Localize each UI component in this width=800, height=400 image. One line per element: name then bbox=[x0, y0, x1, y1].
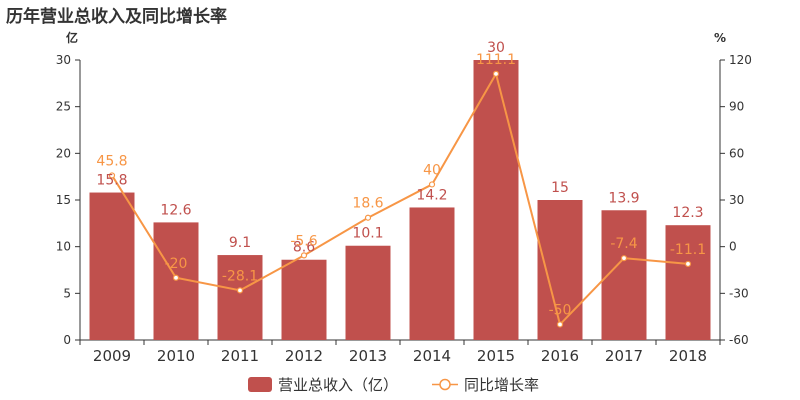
y-left-tick-label: 10 bbox=[56, 240, 71, 254]
bar-value-label: 9.1 bbox=[229, 235, 251, 251]
x-tick-label: 2009 bbox=[93, 347, 131, 365]
growth-line bbox=[111, 71, 689, 327]
y-left-tick-label: 15 bbox=[56, 193, 71, 207]
x-tick-label: 2017 bbox=[605, 347, 643, 365]
axes: 0 5 10 15 20 25 30 -60 -30 0 30 60 90 120 亿 % 2009 2010 20… bbox=[56, 30, 752, 365]
y-left-tick-label: 20 bbox=[56, 146, 71, 160]
line-value-label: -5.6 bbox=[290, 233, 317, 249]
legend-bar-swatch bbox=[248, 377, 272, 392]
line-value-label: 45.8 bbox=[96, 153, 127, 169]
bar bbox=[665, 225, 711, 340]
line-value-label: -20 bbox=[165, 256, 188, 272]
x-tick-label: 2016 bbox=[541, 347, 579, 365]
bar bbox=[537, 200, 583, 340]
legend-line-marker bbox=[439, 378, 451, 391]
chart-title: 历年营业总收入及同比增长率 bbox=[6, 7, 227, 27]
bar-value-label: 14.2 bbox=[416, 187, 447, 203]
line-value-label: -50 bbox=[549, 302, 572, 318]
y-right-tick-label: 0 bbox=[729, 240, 737, 254]
bar bbox=[281, 259, 327, 340]
bar bbox=[409, 207, 455, 340]
x-tick-label: 2018 bbox=[669, 347, 707, 365]
line-point bbox=[300, 252, 308, 259]
y-left-tick-label: 25 bbox=[56, 100, 71, 114]
bar bbox=[89, 192, 135, 340]
line-point bbox=[556, 321, 564, 328]
y-left-tick-label: 30 bbox=[56, 53, 71, 67]
legend: 营业总收入（亿） 同比增长率 bbox=[248, 376, 539, 394]
y-right-tick-label: -60 bbox=[729, 333, 749, 347]
y-right-tick-label: -30 bbox=[729, 286, 749, 300]
line-point bbox=[236, 287, 244, 294]
line-value-label: -11.1 bbox=[670, 242, 706, 258]
line-point bbox=[492, 70, 500, 77]
line-value-label: -7.4 bbox=[610, 236, 637, 252]
bar-value-label: 12.3 bbox=[672, 205, 703, 221]
data-labels: 15.8 12.6 9.1 8.6 10.1 14.2 30 15 13.9 12.3 45.8 -2… bbox=[96, 40, 706, 318]
x-tick-label: 2012 bbox=[285, 347, 323, 365]
line-point bbox=[684, 260, 692, 268]
line-point bbox=[172, 274, 180, 281]
x-tick-label: 2014 bbox=[413, 347, 451, 365]
x-tick-label: 2013 bbox=[349, 347, 387, 365]
x-tick-label: 2011 bbox=[221, 347, 259, 365]
y-left-tick-label: 0 bbox=[63, 333, 71, 347]
bar-value-label: 15.8 bbox=[96, 173, 127, 189]
line-series bbox=[108, 70, 692, 328]
y-right-tick-label: 60 bbox=[729, 146, 744, 160]
line-value-label: 40 bbox=[423, 162, 441, 178]
bar-value-label: 12.6 bbox=[160, 202, 191, 218]
y-left-unit: 亿 bbox=[66, 30, 78, 45]
legend-bar-label: 营业总收入（亿） bbox=[278, 376, 398, 394]
bar-value-label: 30 bbox=[487, 40, 505, 56]
y-right-tick-label: 30 bbox=[729, 193, 744, 207]
y-right-unit: % bbox=[714, 31, 726, 45]
x-tick-label: 2010 bbox=[157, 347, 195, 365]
bar bbox=[473, 60, 519, 340]
bar-value-label: 8.6 bbox=[293, 240, 315, 256]
bar-value-label: 10.1 bbox=[352, 226, 383, 242]
y-right-tick-label: 120 bbox=[729, 53, 752, 67]
line-point bbox=[108, 172, 116, 179]
y-right-tick-label: 90 bbox=[729, 100, 744, 114]
line-point bbox=[620, 255, 628, 262]
line-value-label: 18.6 bbox=[352, 196, 383, 212]
x-tick-label: 2015 bbox=[477, 347, 515, 365]
bar bbox=[345, 245, 391, 340]
legend-line-label: 同比增长率 bbox=[464, 376, 539, 394]
line-value-label: 111.1 bbox=[476, 52, 516, 68]
bar-value-label: 15 bbox=[551, 180, 569, 196]
line-point bbox=[428, 181, 436, 188]
bar-value-label: 13.9 bbox=[608, 190, 639, 206]
y-left-tick-label: 5 bbox=[63, 286, 71, 300]
line-point bbox=[364, 214, 372, 221]
bar bbox=[217, 255, 263, 340]
line-value-label: -28.1 bbox=[222, 268, 258, 284]
